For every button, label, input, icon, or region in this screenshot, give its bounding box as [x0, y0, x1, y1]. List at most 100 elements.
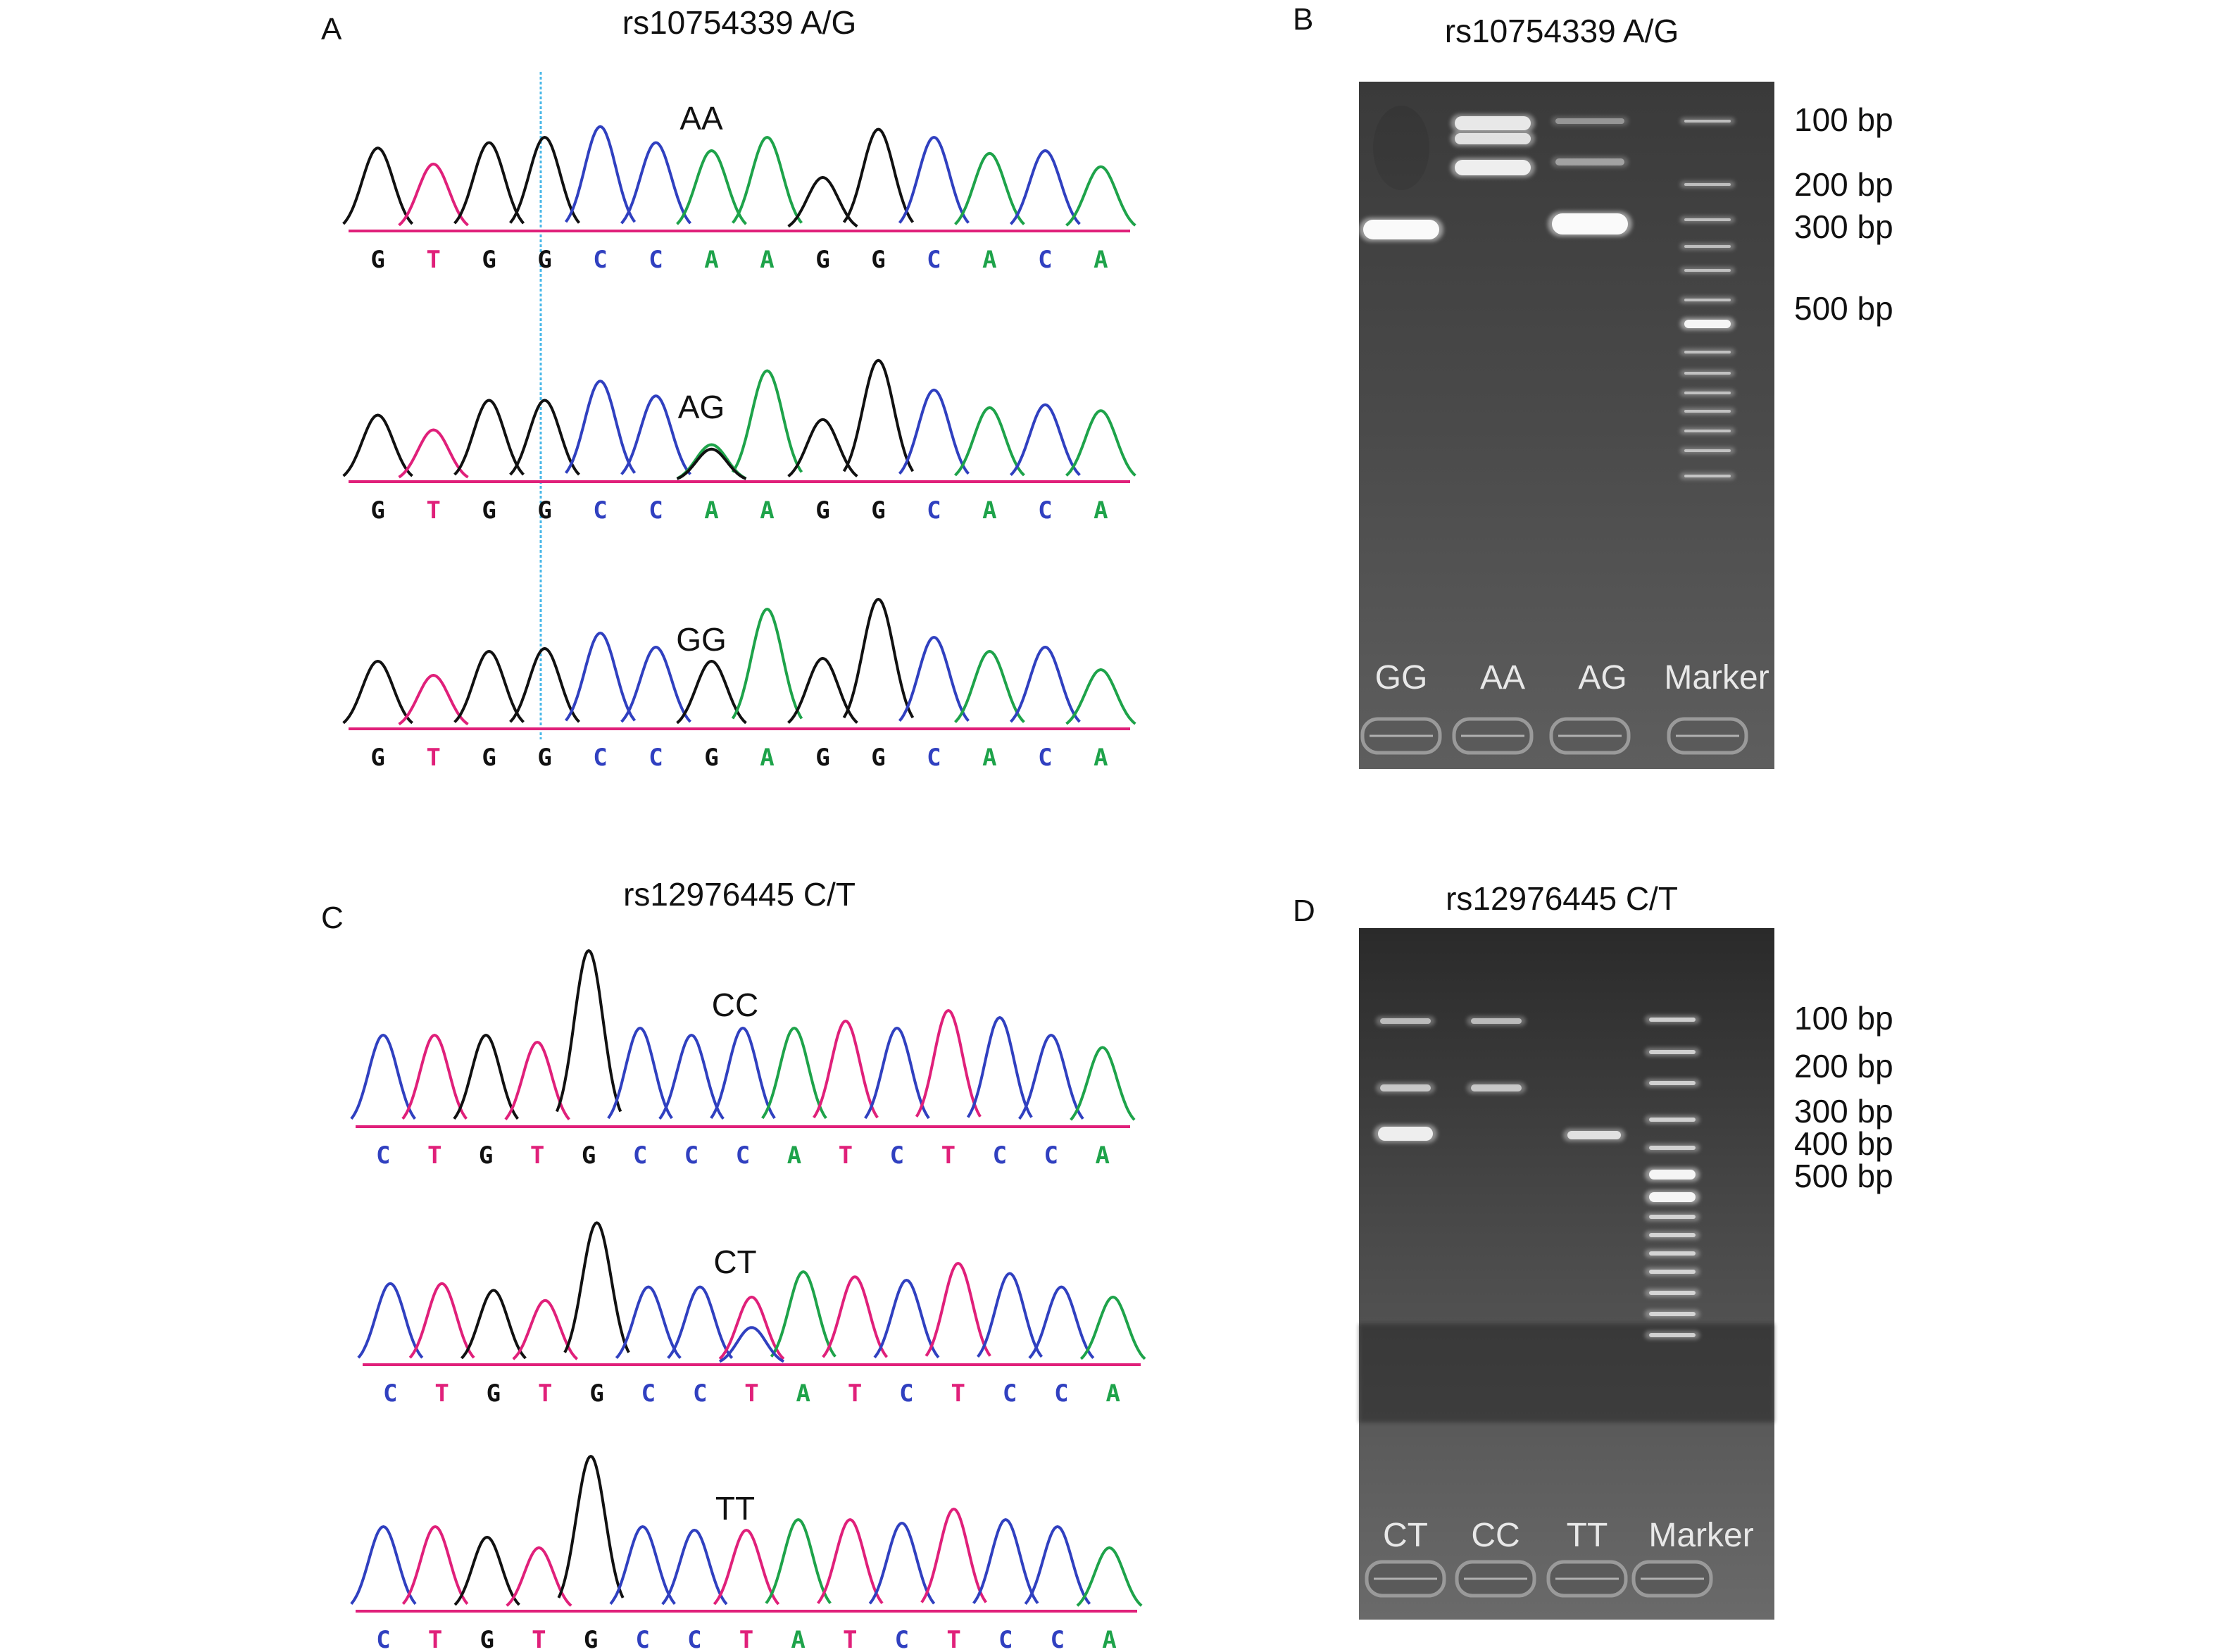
base-call: G — [479, 1141, 493, 1170]
trace-peak-C — [658, 1034, 725, 1120]
marker-label: 300 bp — [1794, 1093, 1893, 1130]
trace-peak-T — [398, 428, 469, 479]
ladder-band — [1645, 1190, 1700, 1204]
trace-peak-C — [565, 632, 637, 722]
marker-label: 300 bp — [1794, 208, 1893, 245]
ladder-band — [1680, 427, 1735, 434]
trace-peak-C — [1009, 149, 1081, 225]
base-call: T — [538, 1379, 552, 1408]
trace-peak-C — [868, 1522, 936, 1605]
ladder-band — [1680, 473, 1735, 480]
trace-peak-C — [615, 1285, 682, 1359]
band-gg — [1359, 218, 1443, 242]
genotype-label: AA — [679, 100, 723, 137]
base-call: C — [899, 1379, 913, 1408]
base-call: A — [787, 1141, 801, 1170]
base-call: G — [871, 496, 885, 525]
trace-peak-G — [509, 399, 580, 476]
base-call: T — [848, 1379, 862, 1408]
gel-well — [1455, 1560, 1536, 1598]
trace-peak-C — [609, 1525, 676, 1605]
genotype-label: CC — [712, 987, 758, 1023]
base-call: G — [480, 1626, 494, 1648]
base-call: C — [1051, 1626, 1065, 1648]
base-call: G — [482, 744, 496, 772]
marker-label: 500 bp — [1794, 290, 1893, 327]
base-call: T — [739, 1626, 753, 1648]
marker-label: 200 bp — [1794, 166, 1893, 203]
trace-peak-A — [954, 650, 1025, 723]
base-call: T — [946, 1626, 960, 1648]
base-call: G — [482, 496, 496, 525]
lane-label: Marker — [1664, 659, 1769, 696]
trace-peak-T — [504, 1041, 570, 1120]
ladder-band — [1645, 1115, 1700, 1124]
trace-peak-A — [765, 1518, 832, 1605]
gel-d-lane-labels: CT CC TT Marker — [1383, 1517, 1754, 1554]
ladder-band — [1680, 370, 1735, 377]
gel-well — [1452, 717, 1534, 755]
base-call: T — [426, 744, 440, 772]
base-call: C — [376, 1626, 390, 1648]
trace-peak-A — [761, 1027, 827, 1120]
gel-well — [1546, 1560, 1628, 1598]
trace-peak-G — [787, 418, 858, 477]
base-call: C — [687, 1626, 701, 1648]
base-call: T — [426, 246, 440, 274]
gel-d-background — [1359, 928, 1774, 1620]
base-call: A — [982, 496, 996, 525]
gel-d-bands — [1359, 1015, 1774, 1598]
base-call: G — [815, 246, 829, 274]
panel-a-label: A — [321, 12, 342, 46]
genotype-label: GG — [676, 621, 727, 658]
trace-peak-A — [731, 369, 803, 473]
chromatogram-aa: G T G G C C A A G G C A C AAA — [342, 100, 1136, 274]
base-call: A — [760, 496, 774, 525]
base-call: G — [370, 496, 384, 525]
band-ct-upper — [1376, 1016, 1435, 1026]
base-call: T — [434, 1379, 449, 1408]
trace-peak-G — [342, 413, 413, 477]
trace-peak-C — [1018, 1034, 1084, 1120]
trace-peak-C — [1024, 1525, 1091, 1605]
trace-peak-T — [813, 1020, 879, 1119]
trace-peak-C — [564, 125, 637, 223]
panel-a-title: rs10754339 A/G — [622, 4, 856, 41]
trace-peak-G — [509, 647, 580, 723]
base-call: A — [760, 744, 774, 772]
trace-peak-C — [1028, 1285, 1095, 1359]
band-ag-mid — [1551, 156, 1629, 168]
base-call: T — [532, 1626, 546, 1648]
base-call: A — [704, 246, 718, 274]
lane-label: AG — [1578, 659, 1627, 696]
trace-peak-C — [966, 1016, 1033, 1118]
trace-peak-G — [555, 949, 622, 1113]
ladder-band — [1645, 1213, 1700, 1221]
trace-peak-C — [898, 136, 970, 224]
marker-label: 500 bp — [1794, 1158, 1893, 1194]
ladder-band — [1645, 1168, 1700, 1182]
base-call: C — [376, 1141, 390, 1170]
gel-well — [1667, 717, 1748, 755]
base-call: C — [649, 246, 663, 274]
trace-peak-A — [1065, 165, 1136, 227]
panel-b-title: rs10754339 A/G — [1445, 13, 1679, 49]
band-aa-mid — [1451, 131, 1535, 146]
ladder-band — [1645, 1249, 1700, 1258]
trace-peak-C — [972, 1518, 1039, 1605]
base-call: A — [760, 246, 774, 274]
base-call: G — [589, 1379, 603, 1408]
chromatogram-tt: C T G T G C C T A T C T C C A TT — [350, 1455, 1143, 1652]
trace-peak-C — [710, 1027, 776, 1120]
base-call: A — [796, 1379, 810, 1408]
ladder-band — [1680, 408, 1735, 415]
trace-peak-T — [915, 1009, 982, 1118]
base-call: T — [951, 1379, 965, 1408]
gel-b-bands — [1359, 106, 1748, 755]
base-call: C — [1038, 744, 1052, 772]
base-call: T — [530, 1141, 544, 1170]
